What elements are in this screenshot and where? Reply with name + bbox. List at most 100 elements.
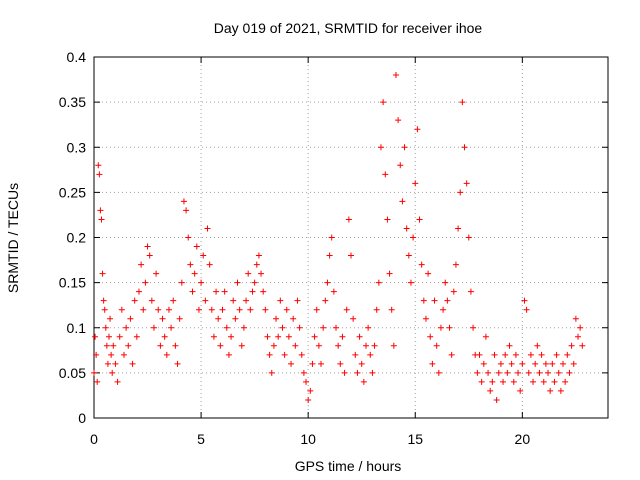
data-point	[549, 360, 556, 367]
y-tick-label: 0.2	[67, 230, 87, 246]
data-point	[255, 252, 262, 259]
y-tick-label: 0.05	[59, 365, 86, 381]
data-point	[506, 342, 513, 349]
data-point	[579, 342, 586, 349]
data-point	[95, 162, 102, 169]
data-point	[150, 324, 157, 331]
data-point	[153, 270, 160, 277]
data-point	[275, 333, 282, 340]
data-point	[309, 360, 316, 367]
data-point	[217, 342, 224, 349]
data-point	[161, 333, 168, 340]
data-point	[377, 144, 384, 151]
data-point	[168, 324, 175, 331]
data-point	[268, 369, 275, 376]
data-point	[206, 261, 213, 268]
data-point	[510, 378, 517, 385]
data-point	[508, 360, 515, 367]
data-point	[352, 351, 359, 358]
data-point	[446, 324, 453, 331]
data-point	[140, 306, 147, 313]
data-point	[107, 315, 114, 322]
data-point	[495, 369, 502, 376]
data-point	[315, 342, 322, 349]
data-point	[562, 378, 569, 385]
data-point	[448, 351, 455, 358]
data-point	[437, 324, 444, 331]
data-point	[420, 297, 427, 304]
data-point	[133, 333, 140, 340]
x-tick-label: 15	[407, 431, 423, 447]
data-point	[515, 369, 522, 376]
data-point	[178, 279, 185, 286]
data-point	[337, 360, 344, 367]
data-point	[234, 279, 241, 286]
y-tick-label: 0.25	[59, 184, 86, 200]
data-point	[497, 360, 504, 367]
data-point	[101, 306, 108, 313]
data-point	[221, 288, 228, 295]
data-point	[253, 261, 260, 268]
data-point	[399, 198, 406, 205]
data-point	[215, 315, 222, 322]
data-point	[174, 360, 181, 367]
data-point	[249, 288, 256, 295]
data-point	[307, 387, 314, 394]
data-point	[108, 351, 115, 358]
data-point	[294, 297, 301, 304]
data-point	[330, 288, 337, 295]
y-tick-label: 0.1	[67, 320, 87, 336]
data-point	[429, 360, 436, 367]
data-point	[553, 351, 560, 358]
data-point	[116, 333, 123, 340]
data-point	[258, 270, 265, 277]
data-point	[91, 369, 97, 376]
data-point	[93, 351, 100, 358]
data-point	[157, 342, 164, 349]
data-point	[384, 216, 391, 223]
data-point	[303, 378, 310, 385]
data-point	[176, 315, 183, 322]
data-point	[397, 162, 404, 169]
data-point	[442, 279, 449, 286]
data-point	[324, 279, 331, 286]
data-point	[103, 342, 110, 349]
data-point	[123, 324, 130, 331]
data-point	[459, 99, 466, 106]
data-point	[536, 369, 543, 376]
data-point	[138, 261, 145, 268]
data-point	[266, 351, 273, 358]
y-tick-label: 0.3	[67, 139, 87, 155]
data-point	[195, 306, 202, 313]
data-point	[392, 72, 399, 79]
data-point	[380, 99, 387, 106]
data-point	[225, 351, 232, 358]
data-point	[210, 333, 217, 340]
data-point	[465, 234, 472, 241]
data-point	[369, 369, 376, 376]
data-point	[474, 369, 481, 376]
data-point	[285, 333, 292, 340]
data-point	[467, 288, 474, 295]
data-point	[435, 369, 442, 376]
data-point	[388, 306, 395, 313]
data-point	[94, 378, 101, 385]
data-point	[345, 216, 352, 223]
data-point	[375, 279, 382, 286]
data-point	[279, 324, 286, 331]
data-point	[213, 288, 220, 295]
data-point	[135, 288, 142, 295]
data-point	[245, 270, 252, 277]
data-point	[382, 171, 389, 178]
data-point	[127, 315, 134, 322]
data-point	[521, 297, 528, 304]
data-point	[165, 306, 172, 313]
data-point	[360, 378, 367, 385]
data-point	[540, 378, 547, 385]
data-point	[236, 306, 243, 313]
data-point	[523, 306, 530, 313]
data-point	[298, 351, 305, 358]
data-point	[322, 297, 329, 304]
data-point	[172, 342, 179, 349]
